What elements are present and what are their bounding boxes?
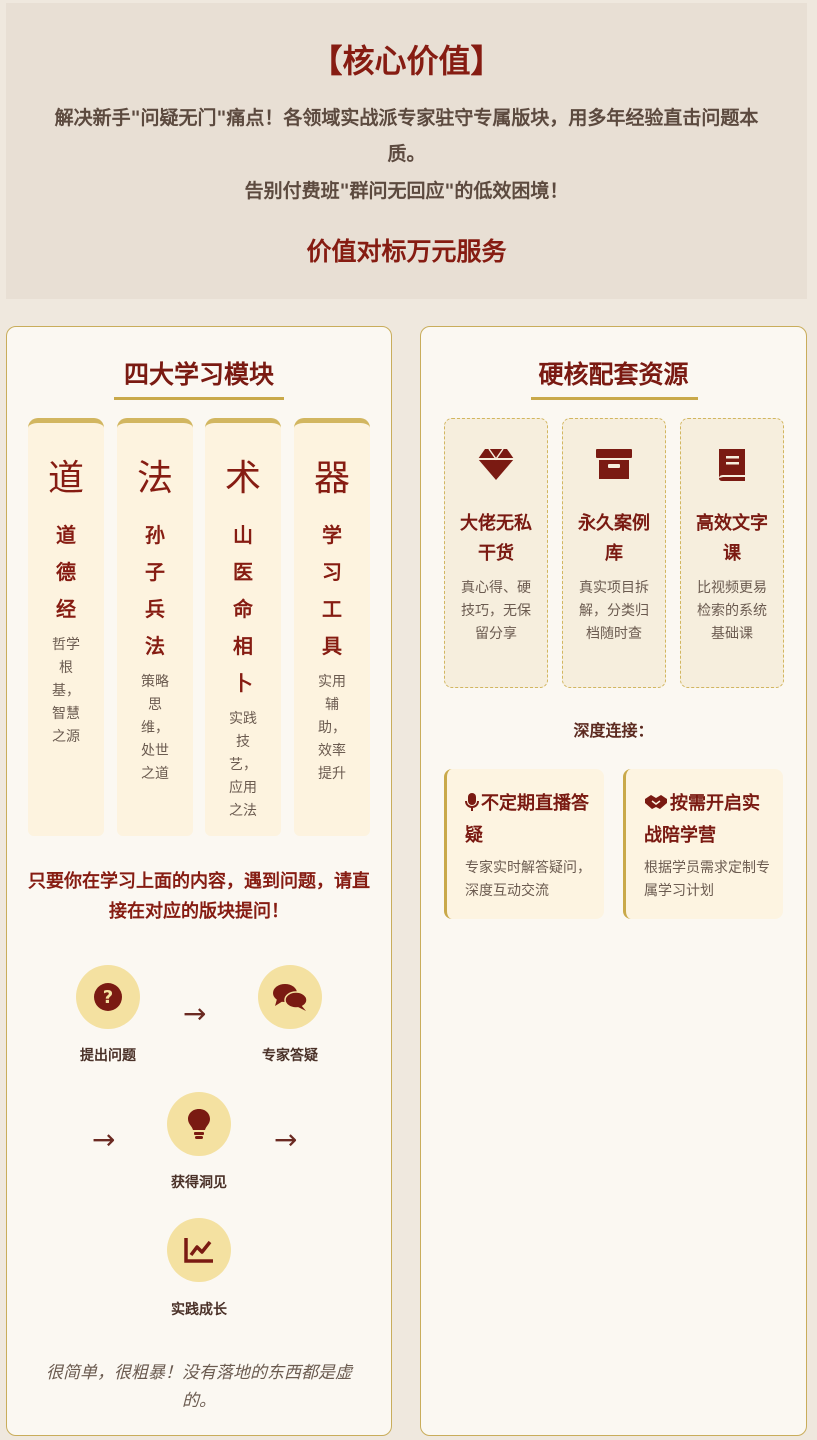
module-column-shu[interactable]: 术 山医命相卜 实践技艺，应用之法 [205, 418, 281, 836]
resource-desc: 比视频更易检索的系统基础课 [697, 580, 767, 642]
module-name: 道德经 [56, 523, 76, 621]
resource-title: 永久案例库 [578, 513, 650, 564]
module-column-dao[interactable]: 道 道德经 哲学根基，智慧之源 [28, 418, 104, 836]
module-name: 孙子兵法 [145, 523, 165, 658]
arrow-icon: → [274, 1123, 298, 1156]
lightbulb-icon [167, 1092, 231, 1156]
module-big-char: 法 [136, 458, 173, 499]
resources-card: 硬核配套资源 大佬无私干货 真心得、硬技巧，无保留分享 永久案例库 真实项目拆解… [420, 326, 807, 1436]
connection-desc: 专家实时解答疑问，深度互动交流 [465, 860, 591, 899]
module-big-char: 道 [47, 458, 84, 499]
banner-description: 解决新手"问疑无门"痛点！各领域实战派专家驻守专属版块，用多年经验直击问题本质。 [54, 107, 759, 165]
resource-desc: 真实项目拆解，分类归档随时查 [579, 580, 649, 642]
module-desc: 实用辅助，效率提升 [318, 674, 346, 782]
banner-description-2: 告别付费班"群问无回应"的低效困境！ [244, 180, 569, 202]
flow-label: 实践成长 [171, 1302, 227, 1318]
chart-line-icon [167, 1218, 231, 1282]
banner-title: 【核心价值】 [310, 42, 503, 80]
module-big-char: 术 [224, 458, 261, 499]
modules-card: 四大学习模块 道 道德经 哲学根基，智慧之源 法 孙子兵法 策略思维，处世之道 … [6, 326, 392, 1436]
chat-icon [258, 965, 322, 1029]
connection-title-text: 按需开启实战陪学营 [644, 793, 760, 846]
flow-label: 获得洞见 [171, 1175, 227, 1191]
title-underline [114, 397, 284, 400]
module-desc: 哲学根基，智慧之源 [52, 637, 80, 745]
module-desc: 策略思维，处世之道 [141, 674, 169, 782]
module-column-qi[interactable]: 器 学习工具 实用辅助，效率提升 [294, 418, 370, 836]
resources-title: 硬核配套资源 [538, 360, 689, 389]
core-value-banner: 【核心价值】 解决新手"问疑无门"痛点！各领域实战派专家驻守专属版块，用多年经验… [6, 3, 807, 299]
connection-bootcamp[interactable]: 按需开启实战陪学营 根据学员需求定制专属学习计划 [623, 769, 783, 919]
ask-instruction: 只要你在学习上面的内容，遇到问题，请直接在对应的版块提问！ [28, 871, 370, 922]
book-icon [681, 447, 783, 483]
modules-title: 四大学习模块 [123, 360, 274, 389]
closing-quote: 很简单，很粗暴！没有落地的东西都是虚的。 [46, 1363, 352, 1411]
svg-text:?: ? [103, 987, 113, 1008]
module-column-fa[interactable]: 法 孙子兵法 策略思维，处世之道 [117, 418, 193, 836]
microphone-icon [465, 791, 479, 821]
resource-title: 高效文字课 [696, 513, 768, 564]
flow-label: 专家答疑 [262, 1048, 318, 1064]
gem-icon [445, 447, 547, 481]
title-underline [531, 397, 698, 400]
connection-desc: 根据学员需求定制专属学习计划 [644, 860, 770, 899]
connection-title: 不定期直播答疑 [465, 789, 596, 851]
deep-connection-label: 深度连接： [573, 721, 654, 740]
banner-subtitle: 价值对标万元服务 [306, 237, 507, 266]
handshake-icon [644, 791, 668, 821]
arrow-icon: → [183, 997, 207, 1030]
resource-title: 大佬无私干货 [460, 513, 532, 564]
resource-item-text-course[interactable]: 高效文字课 比视频更易检索的系统基础课 [680, 418, 784, 688]
archive-icon [563, 447, 665, 481]
resource-desc: 真心得、硬技巧，无保留分享 [461, 580, 531, 642]
connection-live-qa[interactable]: 不定期直播答疑 专家实时解答疑问，深度互动交流 [444, 769, 604, 919]
connection-title: 按需开启实战陪学营 [644, 789, 775, 851]
resource-item-case-library[interactable]: 永久案例库 真实项目拆解，分类归档随时查 [562, 418, 666, 688]
module-big-char: 器 [313, 458, 350, 499]
arrow-icon: → [92, 1123, 116, 1156]
question-icon: ? [76, 965, 140, 1029]
module-name: 学习工具 [322, 523, 342, 658]
resource-item-expert-tips[interactable]: 大佬无私干货 真心得、硬技巧，无保留分享 [444, 418, 548, 688]
flow-label: 提出问题 [80, 1048, 136, 1064]
module-desc: 实践技艺，应用之法 [229, 711, 257, 819]
connection-title-text: 不定期直播答疑 [465, 793, 589, 846]
module-name: 山医命相卜 [233, 523, 253, 695]
